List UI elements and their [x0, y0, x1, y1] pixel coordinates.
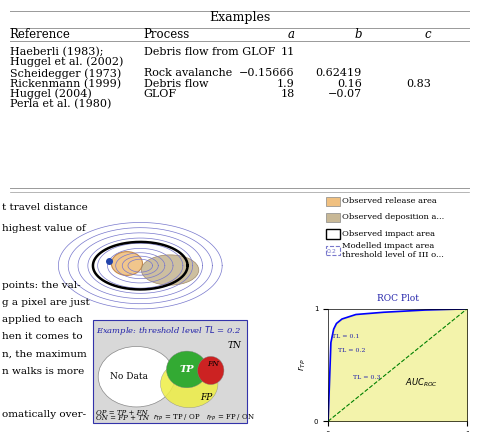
Text: omatically over-: omatically over-	[2, 410, 87, 419]
Text: $AUC_{ROC}$: $AUC_{ROC}$	[404, 376, 437, 389]
Text: points: the val-: points: the val-	[2, 281, 81, 289]
Text: GLOF: GLOF	[144, 89, 177, 99]
Text: Rock avalanche: Rock avalanche	[144, 68, 232, 79]
Text: Rickenmann (1999): Rickenmann (1999)	[10, 79, 121, 89]
FancyBboxPatch shape	[93, 320, 247, 423]
Text: Examples: Examples	[209, 11, 270, 24]
Ellipse shape	[141, 255, 199, 285]
Ellipse shape	[197, 356, 224, 384]
Text: Perla et al. (1980): Perla et al. (1980)	[10, 98, 111, 109]
Text: Modelled impact area
threshold level of III o...: Modelled impact area threshold level of …	[342, 241, 445, 259]
Text: Observed deposition a...: Observed deposition a...	[342, 213, 445, 221]
Text: Reference: Reference	[10, 28, 70, 41]
Text: −0.15666: −0.15666	[239, 68, 295, 79]
Text: n, the maximum: n, the maximum	[2, 350, 87, 359]
Ellipse shape	[160, 360, 218, 408]
Text: 0.16: 0.16	[337, 79, 362, 89]
Y-axis label: $r_{TP}$: $r_{TP}$	[297, 359, 308, 372]
Text: ON = FP + TN: ON = FP + TN	[96, 414, 149, 422]
Text: Scheidegger (1973): Scheidegger (1973)	[10, 68, 121, 79]
Text: Haeberli (1983);: Haeberli (1983);	[10, 47, 103, 57]
Text: OP = TP + FN: OP = TP + FN	[96, 409, 148, 416]
Text: $r_{FP}$ = FP / ON: $r_{FP}$ = FP / ON	[206, 413, 255, 423]
Text: 11: 11	[280, 47, 295, 57]
Text: FN: FN	[207, 360, 219, 368]
Title: ROC Plot: ROC Plot	[376, 294, 419, 302]
Bar	[326, 197, 340, 206]
Text: Process: Process	[144, 28, 190, 41]
Ellipse shape	[166, 351, 207, 388]
Text: TP: TP	[180, 365, 194, 374]
Text: c: c	[424, 28, 431, 41]
Text: hen it comes to: hen it comes to	[2, 333, 83, 341]
Text: n walks is more: n walks is more	[2, 367, 85, 376]
Text: $r_{TP}$ = TP / OP: $r_{TP}$ = TP / OP	[153, 413, 201, 423]
Text: No Data: No Data	[110, 372, 148, 381]
Text: Debris flow from GLOF: Debris flow from GLOF	[144, 47, 275, 57]
Text: 0.2: 0.2	[327, 249, 336, 254]
Text: b: b	[354, 28, 362, 41]
Bar	[326, 246, 340, 255]
Text: FP: FP	[200, 393, 212, 402]
Text: Observed impact area: Observed impact area	[342, 230, 435, 238]
Text: 0.83: 0.83	[406, 79, 431, 89]
Text: 18: 18	[280, 89, 295, 99]
Text: 0.62419: 0.62419	[315, 68, 362, 79]
Text: TL = 0.2: TL = 0.2	[338, 348, 365, 353]
Ellipse shape	[111, 251, 143, 276]
Text: Huggel (2004): Huggel (2004)	[10, 89, 91, 99]
Text: −0.07: −0.07	[328, 89, 362, 99]
Text: Huggel et al. (2002): Huggel et al. (2002)	[10, 56, 123, 67]
Text: Debris flow: Debris flow	[144, 79, 208, 89]
Text: TL = 0.1: TL = 0.1	[332, 334, 360, 339]
Text: applied to each: applied to each	[2, 315, 83, 324]
Text: Example: threshold level $TL$ = 0.2: Example: threshold level $TL$ = 0.2	[96, 324, 241, 337]
Bar	[326, 213, 340, 222]
Text: TL = 0.3: TL = 0.3	[353, 375, 381, 380]
Bar	[326, 229, 340, 239]
Text: 1.9: 1.9	[277, 79, 295, 89]
Text: t travel distance: t travel distance	[2, 203, 88, 212]
Ellipse shape	[98, 346, 175, 407]
Text: TN: TN	[228, 341, 241, 350]
Text: g a pixel are just: g a pixel are just	[2, 298, 90, 307]
Text: highest value of: highest value of	[2, 225, 86, 233]
Text: a: a	[287, 28, 295, 41]
Text: Observed release area: Observed release area	[342, 197, 437, 205]
